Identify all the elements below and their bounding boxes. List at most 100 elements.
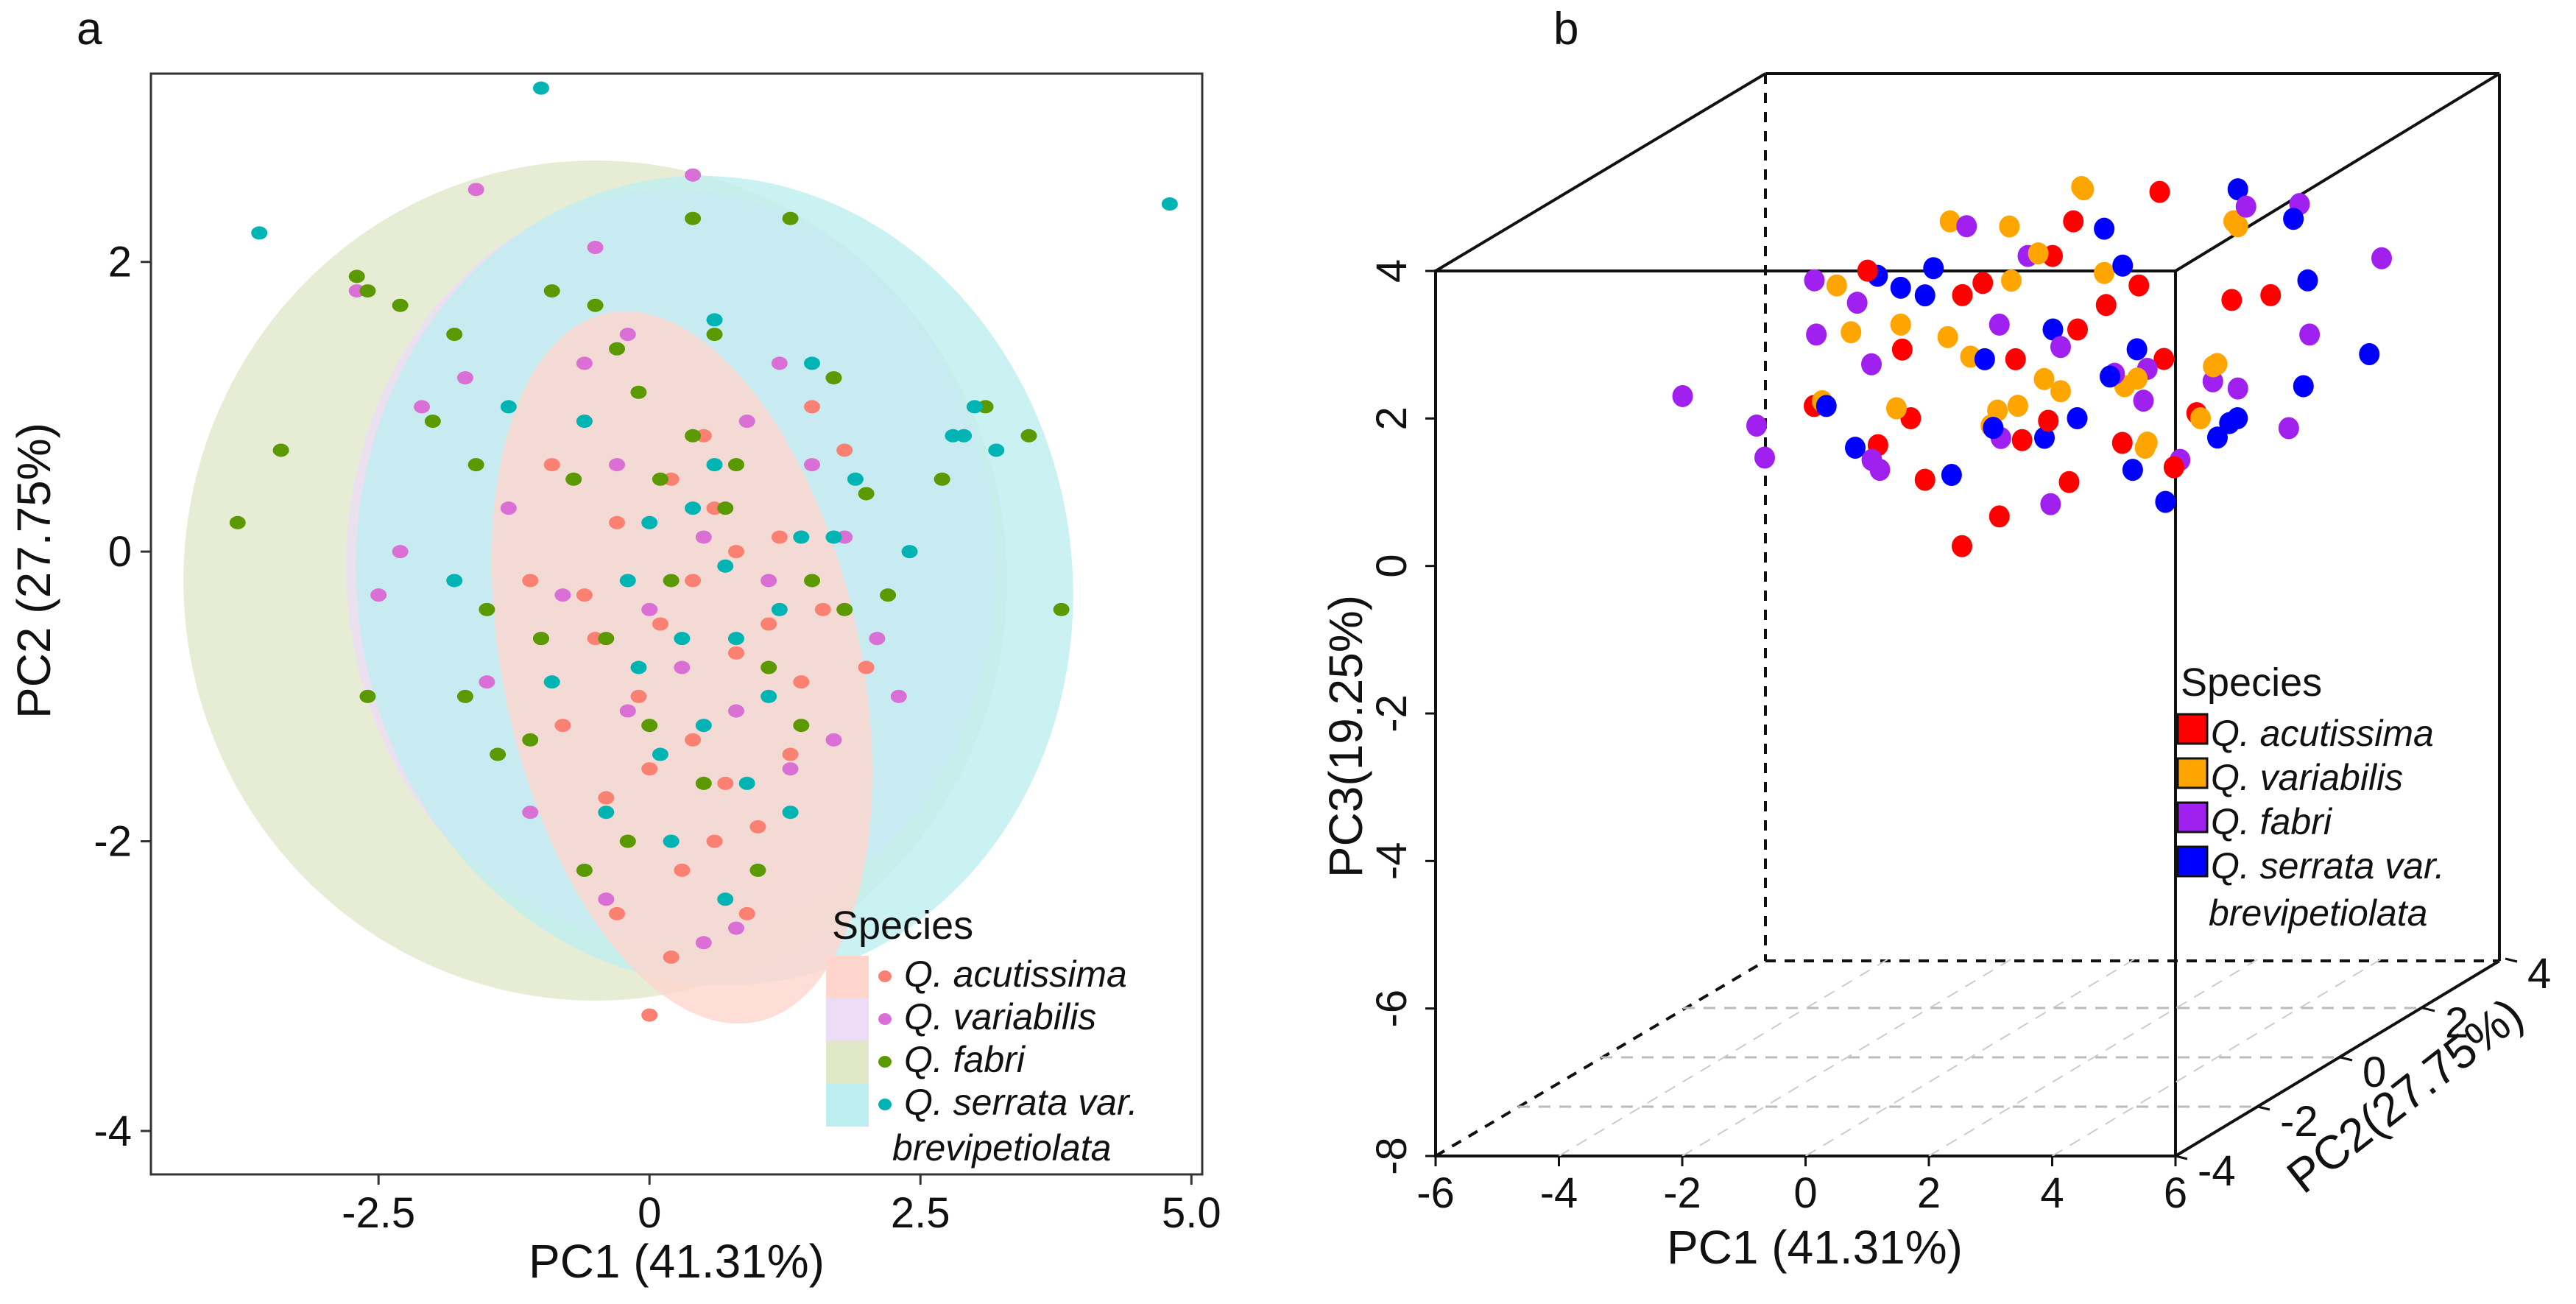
y-tick-label-b: -4 (2198, 1147, 2236, 1195)
point-q-variabilis (500, 501, 517, 515)
point-3d-q-fabri (2235, 195, 2256, 218)
point-3d-q-serrata-var-brevipetiolata (2297, 269, 2318, 292)
point-q-variabilis (456, 371, 473, 385)
point-3d-q-serrata-var-brevipetiolata (1974, 348, 1995, 370)
point-3d-q-variabilis (2050, 380, 2071, 403)
point-q-variabilis (695, 936, 712, 950)
point-3d-q-acutissima (1952, 535, 1972, 557)
point-3d-q-acutissima (2058, 471, 2080, 493)
point-q-serrata-var-brevipetiolata (543, 675, 560, 689)
point-3d-q-acutissima (2063, 210, 2084, 233)
legend-label-serrata-a: Q. serrata var. (904, 1082, 1138, 1123)
point-3d-q-variabilis (1937, 325, 1958, 348)
point-3d-q-variabilis (1841, 321, 1862, 344)
point-3d-q-fabri (2040, 493, 2061, 515)
point-q-variabilis (598, 892, 615, 906)
point-q-serrata-var-brevipetiolata (804, 356, 821, 370)
point-3d-q-fabri (1746, 415, 1767, 437)
point-q-variabilis (804, 458, 821, 472)
point-3d-q-variabilis (2001, 269, 2022, 292)
legend-b: Species Q. acutissima Q. variabilis Q. f… (2176, 660, 2445, 934)
point-3d-q-variabilis (1826, 274, 1847, 297)
point-3d-q-fabri (1804, 269, 1825, 292)
point-3d-q-variabilis (2203, 355, 2224, 378)
point-3d-q-acutissima (2111, 431, 2133, 454)
point-q-serrata-var-brevipetiolata (630, 660, 647, 674)
x-tick-label-a: 2.5 (891, 1189, 950, 1237)
point-3d-q-variabilis (2028, 242, 2049, 265)
point-q-fabri (490, 747, 507, 761)
point-3d-q-serrata-var-brevipetiolata (2227, 407, 2248, 429)
point-q-variabilis (479, 675, 495, 689)
point-q-fabri (934, 472, 950, 486)
point-q-serrata-var-brevipetiolata (619, 574, 636, 588)
legend-swatch-q-variabilis (826, 998, 869, 1041)
panel-a: a -2.5 0 2.5 5.0 -4 -2 0 2 PC1 (41.31%) PC2 (27… (7, 4, 1221, 1288)
point-3d-q-acutissima (2095, 294, 2117, 317)
point-3d-q-acutissima (2128, 274, 2150, 297)
point-3d-q-acutissima (2149, 180, 2170, 203)
point-q-serrata-var-brevipetiolata (771, 602, 788, 616)
point-q-acutissima (793, 675, 810, 689)
point-3d-q-variabilis (2136, 431, 2158, 454)
point-q-fabri (1020, 429, 1037, 443)
x-tick-label-b: 6 (2164, 1169, 2187, 1217)
point-q-variabilis (771, 356, 788, 370)
point-3d-q-fabri (1672, 384, 1693, 407)
point-q-fabri (532, 632, 549, 646)
point-q-fabri (609, 342, 626, 356)
point-3d-q-serrata-var-brevipetiolata (1845, 437, 1866, 459)
point-3d-q-serrata-var-brevipetiolata (2100, 365, 2120, 388)
point-3d-q-acutissima (2067, 318, 2088, 341)
point-q-fabri (858, 487, 875, 501)
point-3d-q-variabilis (1939, 210, 1961, 233)
legend-swatch-3d-q-acutissima (2176, 713, 2209, 745)
point-q-acutissima (522, 574, 539, 588)
point-q-acutissima (727, 545, 744, 559)
point-q-variabilis (782, 762, 799, 776)
point-q-acutissima (706, 834, 723, 848)
point-q-fabri (348, 269, 365, 283)
point-3d-q-serrata-var-brevipetiolata (1983, 417, 2004, 440)
point-q-serrata-var-brevipetiolata (738, 776, 755, 790)
point-3d-q-fabri (1956, 215, 1977, 238)
point-q-serrata-var-brevipetiolata (727, 632, 744, 646)
legend-label-acutissima-b: Q. acutissima (2211, 713, 2434, 754)
ellipses-a (183, 161, 1073, 1024)
point-3d-q-acutissima (2153, 348, 2175, 370)
point-q-acutissima (814, 602, 831, 616)
point-q-fabri (652, 472, 668, 486)
point-3d-q-fabri (1754, 446, 1775, 469)
y-tick-label-a: -4 (93, 1107, 132, 1155)
point-q-fabri (565, 472, 582, 486)
point-q-serrata-var-brevipetiolata (576, 415, 593, 429)
point-3d-q-serrata-var-brevipetiolata (2067, 407, 2088, 429)
y-tick-label-a: -2 (93, 818, 132, 866)
point-q-acutissima (836, 443, 853, 457)
point-q-fabri (1053, 602, 1070, 616)
point-q-fabri (272, 443, 289, 457)
floor-grid-line-x (1928, 958, 2259, 1157)
point-q-fabri (359, 284, 376, 298)
point-q-fabri (825, 371, 842, 385)
point-q-acutissima (782, 747, 799, 761)
point-q-acutissima (609, 515, 626, 529)
point-q-acutissima (771, 530, 788, 544)
point-q-acutissima (641, 1008, 658, 1022)
point-3d-q-variabilis (2007, 395, 2028, 417)
point-3d-q-acutissima (2011, 429, 2033, 451)
floor-grid-line-x (2051, 958, 2383, 1157)
point-q-acutissima (685, 733, 702, 747)
legend-title-b: Species (2181, 660, 2322, 705)
point-3d-q-acutissima (2005, 348, 2026, 370)
point-q-fabri (630, 385, 647, 399)
x-tick-label-b: 0 (1793, 1169, 1817, 1217)
point-q-fabri (543, 284, 560, 298)
legend-label-acutissima-a: Q. acutissima (904, 954, 1127, 995)
point-q-serrata-var-brevipetiolata (945, 429, 961, 443)
point-3d-q-acutissima (2163, 456, 2184, 479)
point-q-serrata-var-brevipetiolata (706, 458, 723, 472)
point-3d-q-serrata-var-brevipetiolata (2094, 217, 2115, 240)
y-axis-label-a: PC2 (27.75%) (7, 423, 60, 719)
